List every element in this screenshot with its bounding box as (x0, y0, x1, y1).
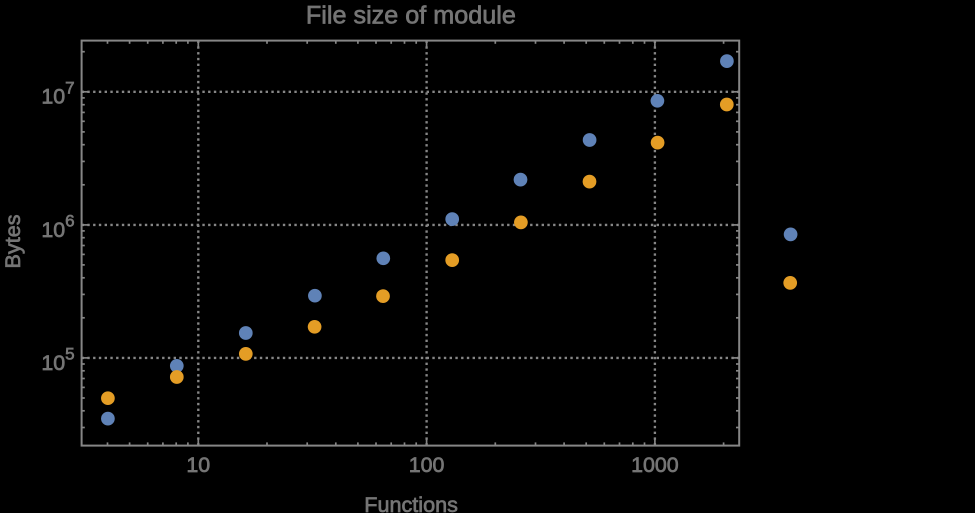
svg-text:Bytes: Bytes (0, 214, 25, 268)
svg-text:100: 100 (409, 453, 445, 477)
svg-text:1000: 1000 (631, 453, 679, 477)
svg-text:10: 10 (186, 453, 210, 477)
svg-text:Functions: Functions (364, 492, 458, 513)
svg-text:File size of module: File size of module (306, 2, 516, 30)
